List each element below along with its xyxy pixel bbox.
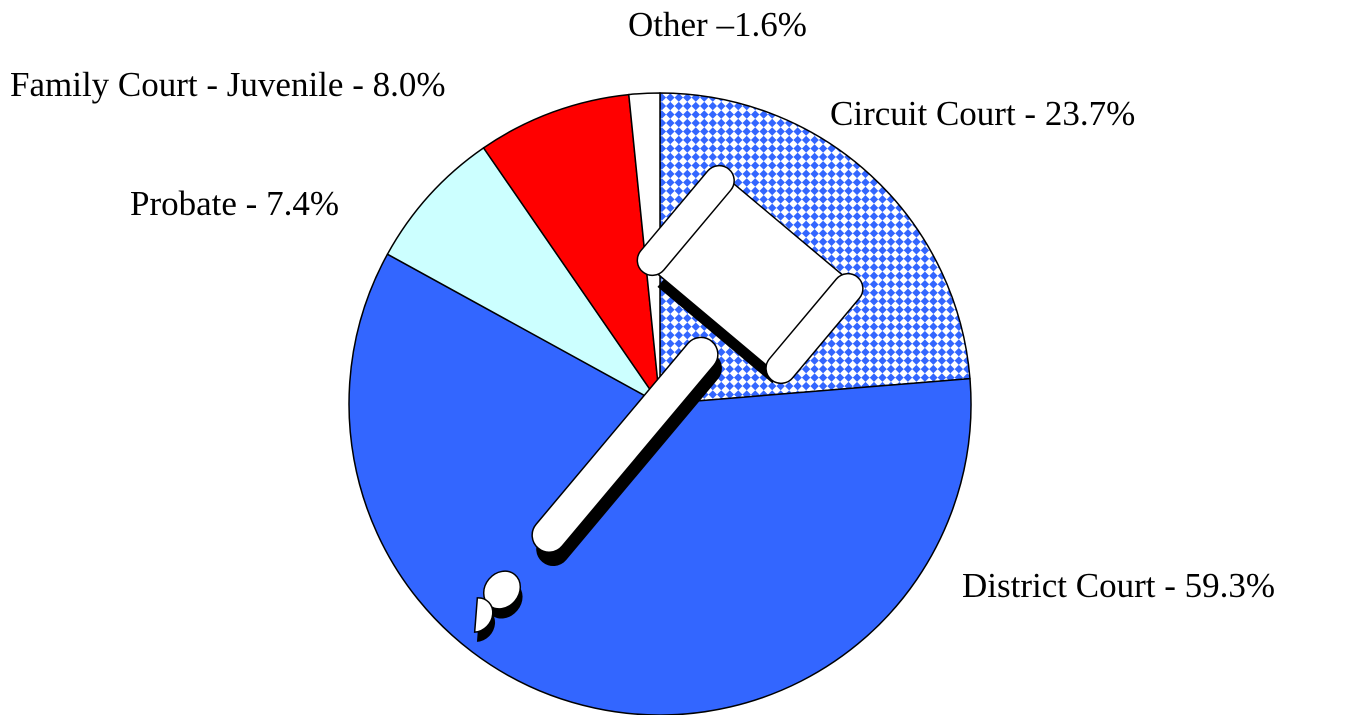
chart: Circuit Court - 23.7% District Court - 59… (0, 0, 1364, 715)
data-label: Circuit Court - 23.7% (830, 94, 1135, 133)
data-label: District Court - 59.3% (962, 566, 1275, 605)
data-label: Other –1.6% (628, 5, 807, 44)
data-label: Family Court - Juvenile - 8.0% (10, 65, 446, 104)
data-label: Probate - 7.4% (130, 184, 339, 223)
